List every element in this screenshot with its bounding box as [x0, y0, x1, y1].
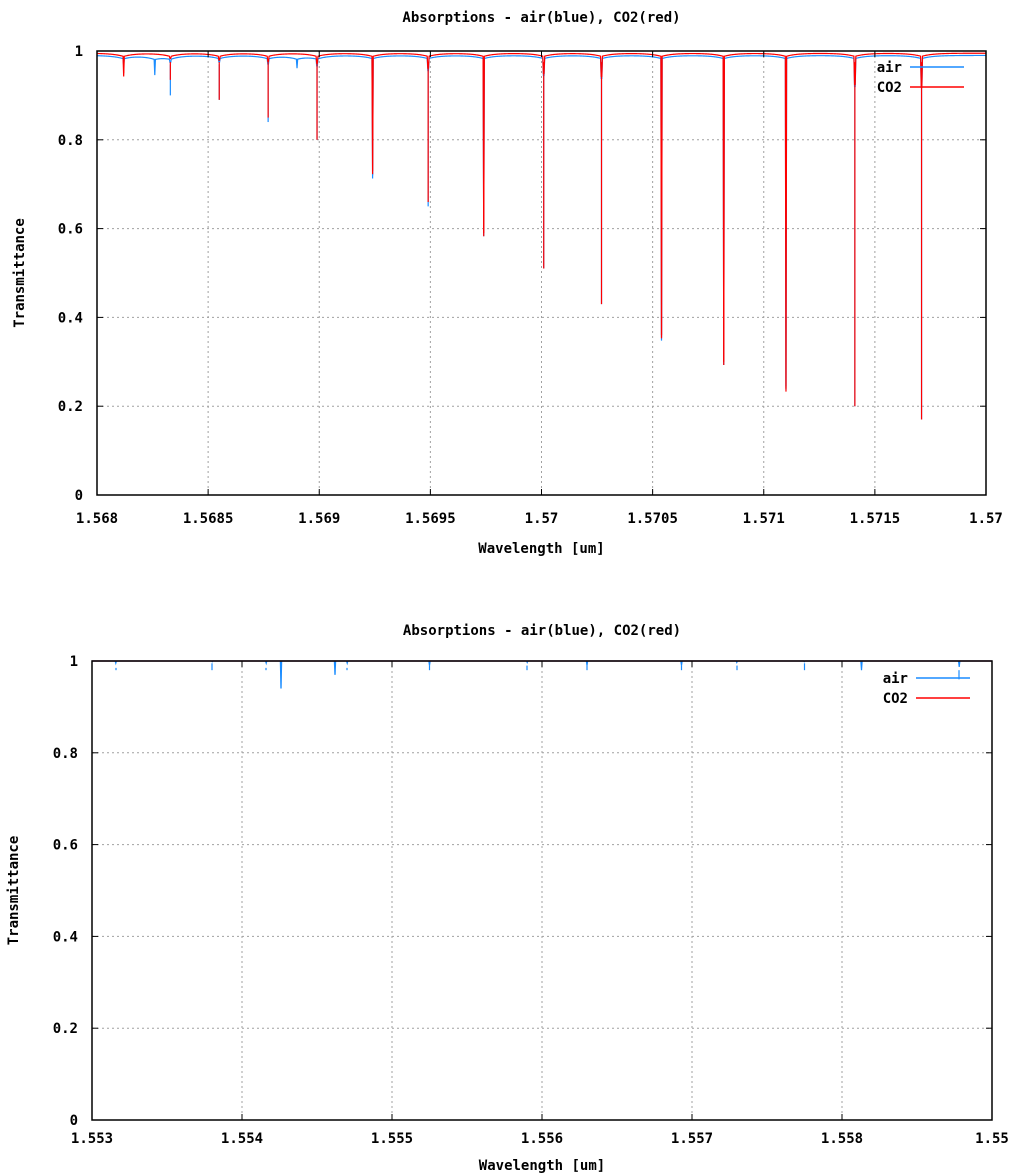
x-tick-label: 1.556 — [521, 1131, 563, 1147]
chart-top: Absorptions - air(blue), CO2(red) 1.568 1.… — [12, 10, 1003, 557]
x-axis-label: Wavelength [um] — [479, 1158, 605, 1174]
legend-label-co2: CO2 — [883, 691, 908, 707]
x-tick-label: 1.571 — [743, 511, 785, 527]
y-tick-label: 0 — [70, 1113, 78, 1129]
x-tick-label: 1.558 — [821, 1131, 863, 1147]
legend-label-air: air — [877, 60, 902, 76]
y-axis-label: Transmittance — [6, 836, 22, 946]
x-tick-label: 1.57 — [969, 511, 1003, 527]
legend-label-co2: CO2 — [877, 80, 902, 96]
y-tick-label: 0 — [75, 488, 83, 504]
legend-label-air: air — [883, 671, 908, 687]
y-tick-label: 1 — [70, 654, 78, 670]
x-tick-label: 1.5715 — [850, 511, 901, 527]
y-tick-label: 0.2 — [58, 399, 83, 415]
y-tick-label: 0.8 — [58, 133, 83, 149]
y-axis-label: Transmittance — [12, 218, 28, 328]
x-tick-label: 1.57 — [525, 511, 559, 527]
x-tick-label: 1.55 — [975, 1131, 1009, 1147]
x-tick-label: 1.5705 — [627, 511, 678, 527]
y-tick-label: 0.6 — [58, 222, 83, 238]
chart-title: Absorptions - air(blue), CO2(red) — [402, 10, 680, 26]
y-tick-label: 0.8 — [53, 746, 78, 762]
y-tick-label: 1 — [75, 44, 83, 60]
x-tick-label: 1.5685 — [183, 511, 234, 527]
x-tick-label: 1.568 — [76, 511, 118, 527]
x-axis-label: Wavelength [um] — [478, 541, 604, 557]
chart-title: Absorptions - air(blue), CO2(red) — [403, 623, 681, 639]
y-tick-label: 0.6 — [53, 838, 78, 854]
x-tick-label: 1.555 — [371, 1131, 413, 1147]
x-tick-label: 1.557 — [671, 1131, 713, 1147]
x-tick-label: 1.5695 — [405, 511, 456, 527]
series-line-air — [96, 54, 986, 390]
x-tick-label: 1.554 — [221, 1131, 263, 1147]
chart-bottom: Absorptions - air(blue), CO2(red) 1.553 1.… — [6, 623, 1009, 1174]
x-tick-label: 1.569 — [298, 511, 340, 527]
y-tick-label: 0.2 — [53, 1021, 78, 1037]
y-tick-label: 0.4 — [58, 310, 83, 326]
y-tick-label: 0.4 — [53, 929, 78, 945]
x-tick-label: 1.553 — [71, 1131, 113, 1147]
